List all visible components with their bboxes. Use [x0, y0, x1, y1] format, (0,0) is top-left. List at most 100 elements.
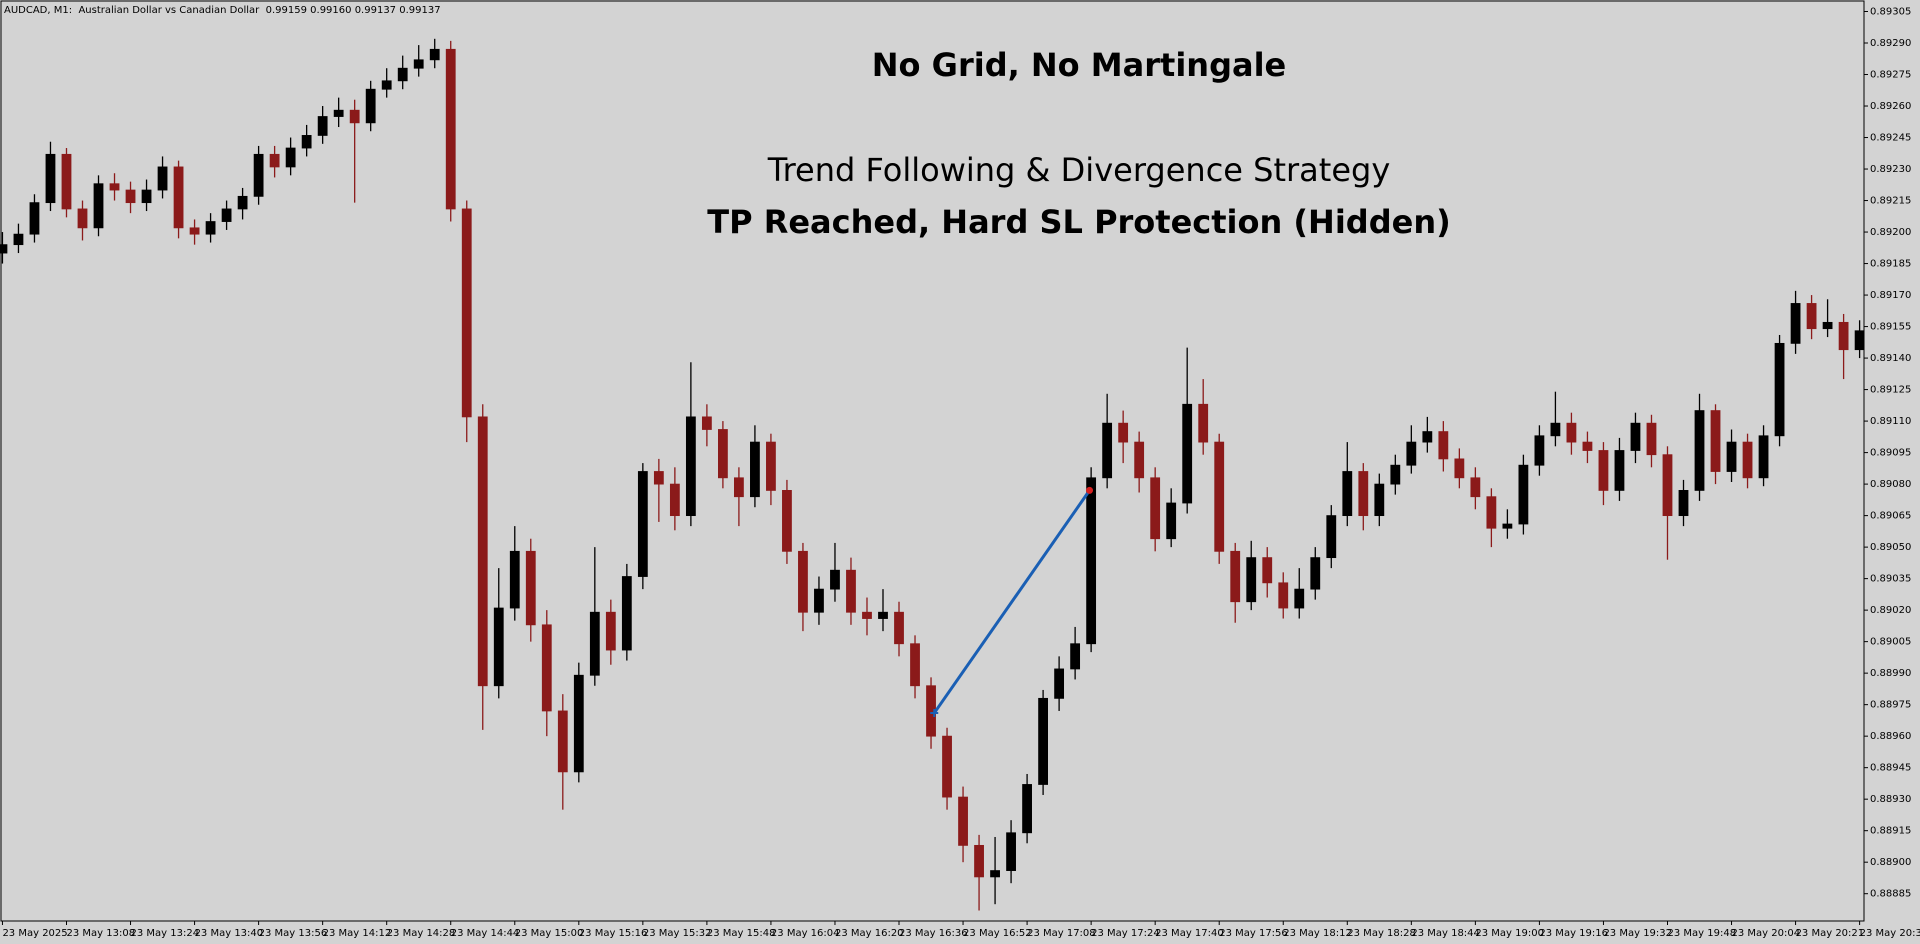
candle-body [1326, 515, 1337, 559]
x-tick-label: 23 May 18:44 [1411, 928, 1480, 939]
candle-body [1230, 550, 1241, 603]
y-tick-label: 0.89260 [1870, 101, 1911, 112]
candle-body [573, 674, 584, 773]
candle-body [1854, 330, 1865, 351]
trade-exit [1086, 486, 1094, 494]
candle-body [1102, 422, 1113, 479]
candle-body [317, 116, 328, 136]
candle-body [1710, 410, 1721, 472]
candle-body [718, 429, 728, 479]
candle-body [1374, 483, 1385, 517]
x-tick-label: 23 May 14:28 [387, 928, 456, 939]
candle-body [109, 183, 120, 191]
x-tick-label: 23 May 20:21 [1796, 928, 1865, 939]
candle-body [1822, 321, 1833, 330]
candle-body [29, 202, 40, 235]
candle-body [1550, 422, 1561, 437]
x-tick-label: 23 May 13:56 [259, 928, 328, 939]
candle-body [653, 471, 664, 485]
candle-body [766, 441, 776, 491]
candle-body [1342, 471, 1353, 517]
candle-body [846, 569, 856, 613]
y-tick-label: 0.89140 [1870, 353, 1911, 364]
candle-body [1470, 477, 1481, 498]
candle-body [798, 550, 808, 613]
candle-body [1198, 403, 1209, 443]
candle-body [429, 48, 440, 61]
candle-body [637, 471, 648, 577]
candle-body [1566, 422, 1577, 443]
x-tick-label: 23 May 17:24 [1091, 928, 1160, 939]
candle-body [77, 208, 88, 229]
plot-frame [0, 0, 1865, 922]
y-tick-label: 0.88975 [1870, 700, 1911, 711]
candle-body [1006, 832, 1016, 871]
candle-body [93, 183, 104, 229]
x-tick-label: 23 May 14:44 [451, 928, 520, 939]
candle-body [1246, 557, 1257, 603]
candle-body [669, 483, 680, 517]
candle-body [1582, 441, 1593, 451]
y-tick-label: 0.89095 [1870, 448, 1911, 459]
candle-body [1310, 557, 1321, 590]
candle-body [141, 189, 152, 204]
candle-body [1774, 342, 1785, 437]
candle-body [1678, 490, 1689, 517]
x-tick-label: 23 May 13:24 [131, 928, 200, 939]
candle-body [1054, 668, 1065, 699]
candle-body [557, 710, 568, 773]
candle-body [1166, 502, 1177, 540]
y-tick-label: 0.88960 [1870, 731, 1911, 742]
y-tick-label: 0.89305 [1870, 7, 1911, 18]
trade-line [933, 489, 1091, 714]
candle-body [782, 490, 792, 552]
candle-body [13, 233, 24, 246]
x-tick-label: 23 May 13:40 [195, 928, 264, 939]
candle-body [685, 416, 696, 517]
y-tick-label: 0.89215 [1870, 196, 1911, 207]
y-tick-label: 0.89245 [1870, 133, 1911, 144]
y-tick-label: 0.88900 [1870, 857, 1911, 868]
x-tick-label: 23 May 15:32 [643, 928, 712, 939]
x-tick-label: 23 May 16:04 [771, 928, 840, 939]
candle-body [397, 67, 408, 82]
y-tick-label: 0.88915 [1870, 826, 1911, 837]
candle-body [1182, 403, 1193, 504]
y-tick-label: 0.89185 [1870, 259, 1911, 270]
candle-body [157, 166, 168, 191]
candle-body [301, 135, 312, 149]
candle-body [269, 153, 280, 168]
x-tick-label: 23 May 16:20 [835, 928, 904, 939]
candle-body [1694, 410, 1705, 491]
candle-body [237, 195, 248, 210]
y-tick-label: 0.89050 [1870, 542, 1911, 553]
candle-body [1022, 784, 1032, 834]
candle-body [734, 477, 744, 498]
x-tick-label: 23 May 16:36 [899, 928, 968, 939]
x-tick-label: 23 May 20:37 [1860, 928, 1920, 939]
x-tick-label: 23 May 15:16 [579, 928, 648, 939]
trade-entry [930, 709, 939, 718]
candle-body [333, 109, 344, 117]
x-tick-label: 23 May 19:16 [1539, 928, 1608, 939]
candle-body [701, 416, 712, 430]
x-tick-label: 23 May 18:28 [1347, 928, 1416, 939]
candle-body [750, 441, 760, 498]
y-tick-label: 0.89080 [1870, 479, 1911, 490]
candle-body [1438, 431, 1449, 460]
x-tick-label: 23 May 17:08 [1027, 928, 1096, 939]
y-tick-label: 0.89170 [1870, 290, 1911, 301]
candle-body [1486, 496, 1497, 529]
candle-body [1534, 435, 1545, 466]
candle-body [862, 611, 872, 619]
y-tick-label: 0.89065 [1870, 511, 1911, 522]
y-tick-label: 0.88945 [1870, 763, 1911, 774]
candle-body [1390, 464, 1401, 485]
y-tick-label: 0.89155 [1870, 322, 1911, 333]
x-tick-label: 23 May 15:48 [707, 928, 776, 939]
candle-body [189, 227, 200, 235]
candle-body [1646, 422, 1657, 456]
y-tick-label: 0.88885 [1870, 889, 1911, 900]
candle-body [621, 576, 632, 651]
